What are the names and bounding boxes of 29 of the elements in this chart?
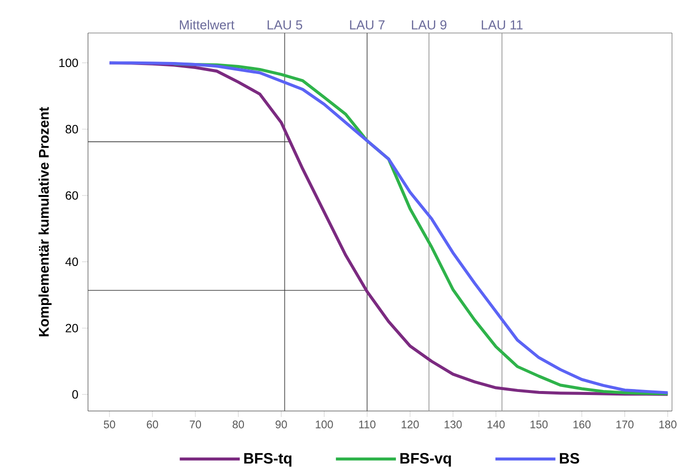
- x-tick-label: 160: [573, 420, 591, 428]
- y-tick-label: 100: [59, 58, 78, 68]
- x-tick-label: 120: [402, 420, 419, 428]
- y-tick-label: 40: [65, 258, 78, 266]
- x-tick-label: 180: [659, 420, 676, 428]
- x-tick-label: 140: [488, 420, 505, 428]
- ref-line-label: LAU 11: [482, 20, 523, 30]
- legend-label: BFS-tq: [244, 453, 292, 467]
- ref-line-label: LAU 5: [268, 20, 302, 30]
- y-tick-label: 80: [66, 124, 78, 134]
- x-tick-label: 150: [530, 420, 548, 428]
- x-tick-label: 110: [359, 420, 376, 428]
- ref-line-label: LAU 9: [412, 20, 446, 30]
- x-tick-label: 130: [444, 420, 462, 428]
- x-tick-label: 100: [316, 420, 333, 428]
- ref-line-label: LAU 7: [350, 20, 385, 30]
- y-tick-label: 0: [72, 390, 78, 399]
- y-tick-label: 20: [66, 324, 78, 332]
- x-tick-label: 170: [616, 420, 634, 428]
- x-tick-label: 90: [276, 420, 287, 428]
- x-tick-label: 70: [190, 420, 202, 428]
- legend-label: BFS-vq: [400, 453, 451, 467]
- x-tick-label: 60: [146, 420, 158, 428]
- y-axis-title: Komplementär kumulative Prozent: [38, 107, 52, 336]
- x-tick-label: 50: [104, 420, 116, 428]
- y-tick-label: 60: [66, 191, 78, 200]
- x-tick-label: 80: [232, 420, 244, 428]
- legend-label: BS: [560, 453, 580, 464]
- text: Mittelwert: [180, 20, 234, 30]
